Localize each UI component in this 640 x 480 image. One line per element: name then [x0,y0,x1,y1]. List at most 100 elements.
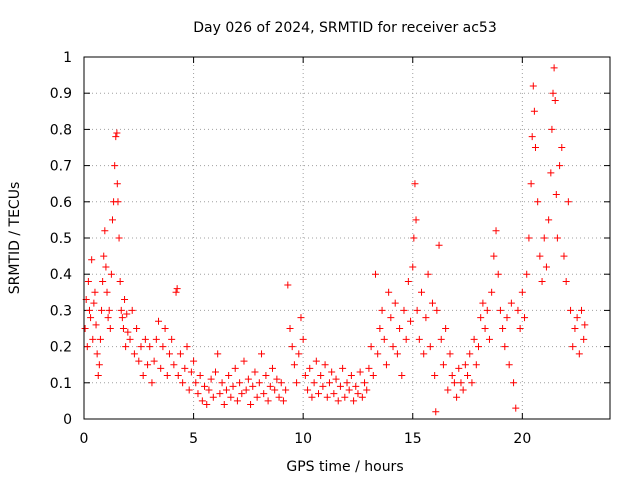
data-point [118,314,126,322]
data-point [100,252,108,260]
data-point [420,350,428,358]
data-point [550,64,558,72]
data-point [83,343,91,351]
data-point [185,386,193,394]
data-point [464,372,472,380]
data-point [547,169,555,177]
data-point [90,299,98,307]
data-point [306,364,314,372]
data-point [334,397,342,405]
data-point [553,234,561,242]
data-point [374,350,382,358]
data-point [123,310,131,318]
data-point [410,234,418,242]
data-point [461,361,469,369]
data-point [124,328,132,336]
data-point [418,288,426,296]
y-tick-label: 0 [63,412,72,428]
data-point [81,325,89,332]
data-point [448,372,456,380]
data-point [89,335,97,343]
data-point [279,397,287,405]
y-tick-label: 0.7 [50,159,72,175]
data-point [93,350,101,358]
data-point [108,216,116,224]
data-point [91,288,99,296]
data-point [518,288,526,296]
data-point [363,386,371,394]
data-point [101,227,109,235]
data-point [356,368,364,376]
data-point [479,299,487,307]
x-tick-label: 0 [80,431,89,447]
data-point [332,375,340,383]
data-point [551,96,559,104]
data-point [321,361,329,369]
data-point [494,270,502,278]
data-point [312,357,320,365]
data-point [146,343,154,351]
data-point [552,191,560,199]
data-point [161,325,169,332]
data-point [477,314,485,322]
data-point [350,397,358,405]
data-point [404,277,412,285]
data-point [400,306,408,314]
data-point [556,162,564,170]
data-point [505,361,513,369]
data-point [99,277,107,285]
data-point [288,343,296,351]
y-tick-label: 0.2 [50,340,72,356]
data-point [407,317,415,325]
data-point [172,288,180,296]
data-point [205,386,213,394]
data-point [545,216,553,224]
data-point [170,361,178,369]
data-point [122,343,130,351]
data-point [503,314,511,322]
data-point [501,343,509,351]
data-point [273,375,281,383]
data-point [358,393,366,401]
data-point [286,325,294,332]
data-point [207,375,215,383]
data-point [549,89,557,97]
data-point [548,125,556,133]
data-points [81,64,589,416]
data-point [141,335,149,343]
data-point [516,325,524,332]
data-point [453,393,461,401]
data-point [433,306,441,314]
data-point [114,198,122,206]
data-point [531,144,539,151]
data-point [139,372,147,380]
data-point [376,325,384,332]
data-point [426,343,434,351]
data-point [103,288,111,296]
data-point [88,256,96,264]
data-point [168,335,176,343]
data-point [341,393,349,401]
data-point [387,314,395,322]
data-point [98,306,106,314]
data-point [457,379,465,387]
data-point [112,133,120,141]
data-point [121,296,129,304]
data-point [130,350,138,358]
data-point [507,299,515,307]
data-point [157,364,165,372]
data-point [209,393,217,401]
data-point [111,162,119,170]
data-point [437,335,445,343]
data-point [173,285,181,293]
data-point [422,314,430,322]
data-point [347,372,355,380]
data-point [249,382,257,390]
data-point [133,325,141,332]
data-point [231,364,239,372]
y-axis-label: SRMTID / TECUs [7,182,23,295]
data-point [116,277,124,285]
data-point [227,393,235,401]
